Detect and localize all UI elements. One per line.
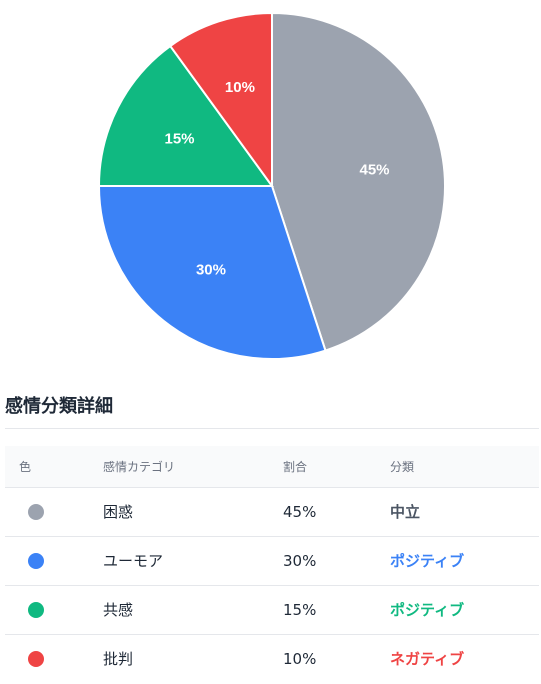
title-divider <box>5 428 539 429</box>
table-row: 共感 15% ポジティブ <box>5 585 539 635</box>
table-row: 困惑 45% 中立 <box>5 487 539 537</box>
color-dot <box>28 504 44 520</box>
sentiment-detail-table: 色 感情カテゴリ 割合 分類 困惑 45% 中立 ユーモア 30% ポジティブ … <box>5 446 539 683</box>
category-cell: ユーモア <box>103 536 283 586</box>
color-dot <box>28 651 44 667</box>
color-dot <box>28 602 44 618</box>
pie-slice-label-0: 45% <box>360 161 390 178</box>
header-category: 感情カテゴリ <box>103 446 283 488</box>
table-row: ユーモア 30% ポジティブ <box>5 536 539 586</box>
header-percent: 割合 <box>283 446 390 488</box>
percent-cell: 45% <box>283 487 390 537</box>
sentiment-pie-chart: 45% 30% 15% 10% <box>97 11 447 360</box>
pie-slice-0 <box>271 11 447 352</box>
category-cell: 共感 <box>103 585 283 635</box>
pie-slice-label-3: 10% <box>225 79 255 96</box>
pie-slice-label-1: 30% <box>196 261 226 278</box>
category-cell: 困惑 <box>103 487 283 537</box>
category-cell: 批判 <box>103 650 134 668</box>
section-title: 感情分類詳細 <box>5 396 113 417</box>
percent-cell: 30% <box>283 536 390 586</box>
color-dot <box>28 553 44 569</box>
table-header-row: 色 感情カテゴリ 割合 分類 <box>5 446 539 488</box>
header-class: 分類 <box>390 446 539 488</box>
percent-cell: 15% <box>283 585 390 635</box>
class-cell: ネガティブ <box>390 650 465 668</box>
class-cell: ポジティブ <box>390 585 539 635</box>
header-color: 色 <box>5 446 103 488</box>
pie-slice-3 <box>168 11 273 190</box>
table-row: 批判 10% ネガティブ <box>5 634 539 683</box>
class-cell: 中立 <box>390 487 539 537</box>
pie-slice-2 <box>97 44 274 187</box>
percent-cell: 10% <box>283 649 317 668</box>
pie-slice-1 <box>97 185 327 360</box>
pie-slice-label-2: 15% <box>164 130 194 147</box>
class-cell: ポジティブ <box>390 536 539 586</box>
